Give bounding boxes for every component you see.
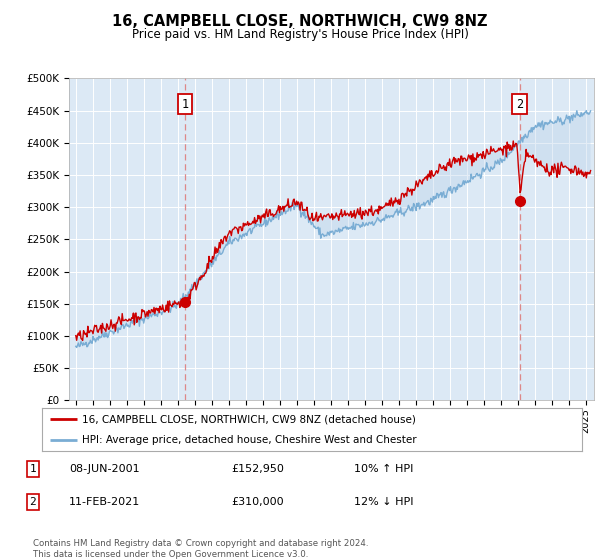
Text: 08-JUN-2001: 08-JUN-2001 [69, 464, 140, 474]
Text: 2: 2 [516, 97, 523, 111]
Text: Price paid vs. HM Land Registry's House Price Index (HPI): Price paid vs. HM Land Registry's House … [131, 28, 469, 41]
Text: £152,950: £152,950 [231, 464, 284, 474]
Text: Contains HM Land Registry data © Crown copyright and database right 2024.
This d: Contains HM Land Registry data © Crown c… [33, 539, 368, 559]
Text: HPI: Average price, detached house, Cheshire West and Chester: HPI: Average price, detached house, Ches… [83, 435, 417, 445]
Text: £310,000: £310,000 [231, 497, 284, 507]
Text: 12% ↓ HPI: 12% ↓ HPI [354, 497, 413, 507]
Text: 2: 2 [29, 497, 37, 507]
Text: 16, CAMPBELL CLOSE, NORTHWICH, CW9 8NZ (detached house): 16, CAMPBELL CLOSE, NORTHWICH, CW9 8NZ (… [83, 414, 416, 424]
Text: 1: 1 [182, 97, 189, 111]
Text: 16, CAMPBELL CLOSE, NORTHWICH, CW9 8NZ: 16, CAMPBELL CLOSE, NORTHWICH, CW9 8NZ [112, 14, 488, 29]
Text: 10% ↑ HPI: 10% ↑ HPI [354, 464, 413, 474]
Text: 11-FEB-2021: 11-FEB-2021 [69, 497, 140, 507]
Text: 1: 1 [29, 464, 37, 474]
